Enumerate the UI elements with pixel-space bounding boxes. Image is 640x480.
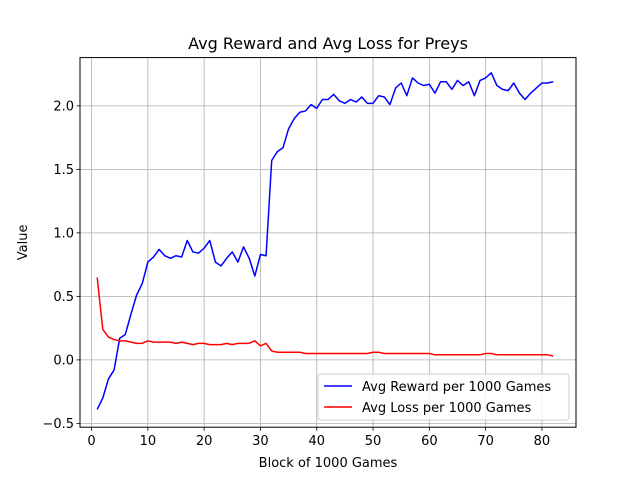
x-axis-ticks: 0 10 20 30 40 50 60 70 80 bbox=[87, 427, 550, 449]
series-layer bbox=[96, 72, 554, 410]
plot-frame bbox=[79, 57, 577, 428]
y-tick-label: 1.5 bbox=[53, 163, 74, 178]
legend-label-reward: Avg Reward per 1000 Games bbox=[362, 380, 551, 395]
y-axis-label: Value bbox=[16, 225, 31, 261]
x-tick-label: 80 bbox=[534, 434, 551, 449]
x-tick-label: 40 bbox=[308, 434, 325, 449]
y-tick-label: 0.5 bbox=[53, 290, 74, 305]
y-tick-label: 2.0 bbox=[53, 99, 74, 114]
x-tick-label: 0 bbox=[87, 434, 95, 449]
x-tick-label: 20 bbox=[196, 434, 213, 449]
grid bbox=[80, 57, 576, 428]
legend-box bbox=[317, 373, 570, 421]
legend: Avg Reward per 1000 Games Avg Loss per 1… bbox=[317, 373, 570, 421]
x-axis-label: Block of 1000 Games bbox=[259, 456, 398, 471]
x-tick-label: 60 bbox=[421, 434, 438, 449]
chart-title: Avg Reward and Avg Loss for Preys bbox=[188, 34, 468, 53]
x-tick-label: 70 bbox=[477, 434, 494, 449]
x-tick-label: 50 bbox=[365, 434, 382, 449]
series-line-avg-reward bbox=[96, 72, 554, 410]
x-tick-label: 30 bbox=[252, 434, 269, 449]
plot-area bbox=[80, 57, 576, 428]
y-tick-label: 0.0 bbox=[53, 353, 74, 368]
y-tick-label: 1.0 bbox=[53, 226, 74, 241]
legend-label-loss: Avg Loss per 1000 Games bbox=[362, 401, 532, 416]
y-tick-label: −0.5 bbox=[42, 417, 74, 432]
y-axis-ticks: −0.5 0.0 0.5 1.0 1.5 2.0 bbox=[42, 99, 80, 432]
x-tick-label: 10 bbox=[140, 434, 157, 449]
series-line-avg-loss bbox=[96, 277, 554, 357]
